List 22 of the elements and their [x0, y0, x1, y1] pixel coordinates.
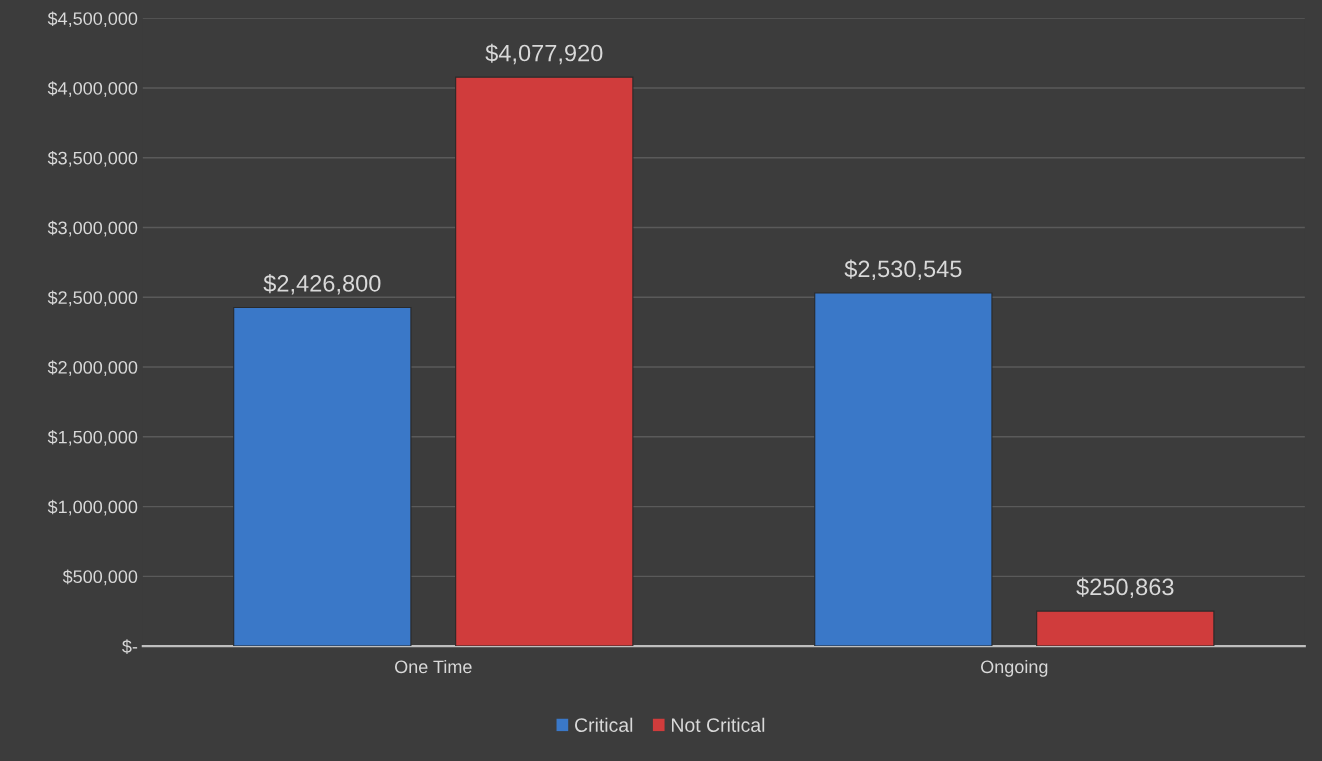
bar [1036, 610, 1215, 647]
y-tick-label: $1,500,000 [47, 429, 138, 446]
y-tick-label: $3,000,000 [47, 220, 138, 237]
data-label: $2,530,545 [844, 259, 962, 281]
y-tick-label: $2,500,000 [47, 290, 138, 307]
data-label: $250,863 [1076, 577, 1174, 599]
x-tick-label: Ongoing [981, 659, 1048, 677]
legend-label: Not Critical [671, 717, 765, 732]
y-tick-label: $500,000 [62, 569, 138, 586]
y-tick-label: $2,000,000 [47, 360, 138, 376]
data-label: $2,426,800 [263, 274, 381, 295]
bar [455, 76, 634, 647]
y-tick-label: $4,000,000 [47, 81, 138, 97]
y-tick-label: $4,500,000 [47, 11, 138, 28]
x-tick-label: One Time [395, 659, 472, 674]
bar [814, 292, 993, 647]
bar [233, 306, 412, 647]
data-label: $4,077,920 [485, 43, 603, 65]
y-tick-label: $3,500,000 [47, 150, 138, 167]
legend-label: Critical [575, 717, 633, 732]
y-tick-label: $1,000,000 [47, 499, 138, 516]
y-tick-label: $- [122, 639, 138, 654]
